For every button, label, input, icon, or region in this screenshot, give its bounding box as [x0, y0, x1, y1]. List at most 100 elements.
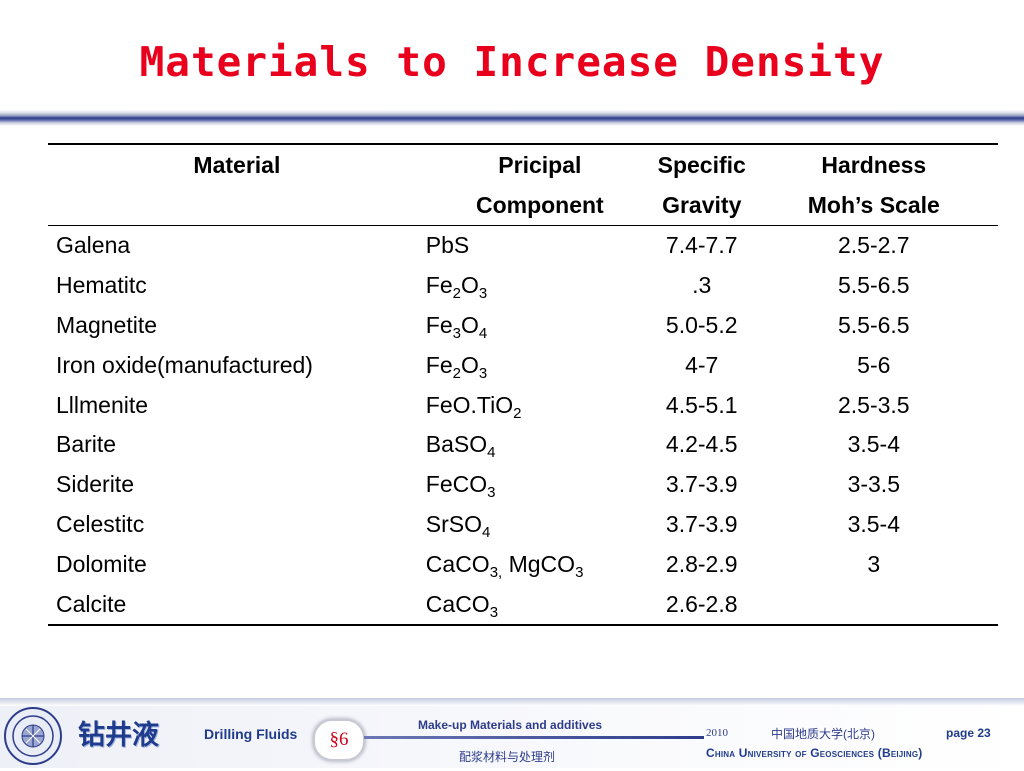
formula-part: BaSO	[425, 431, 488, 458]
cell-material: Galena	[56, 232, 131, 259]
cell-hardness: 3.5-4	[847, 431, 900, 458]
formula-subscript: 3	[575, 563, 584, 581]
header-component: Pricipal Component	[475, 152, 604, 218]
cell-specific-gravity: 2.6-2.8	[665, 590, 738, 617]
cell-component: PbS	[426, 226, 654, 266]
formula-part: CaCO	[425, 590, 490, 617]
formula-part: PbS	[425, 232, 470, 259]
cell-material: Barite	[56, 431, 117, 458]
cell-hardness: 3.5-4	[847, 510, 900, 537]
cell-hardness: 2.5-3.5	[837, 391, 910, 418]
cell-material: Calcite	[56, 590, 127, 617]
formula-part: Fe	[425, 311, 453, 338]
formula-subscript: 2	[452, 285, 461, 303]
page-number: page 23	[946, 726, 991, 740]
cell-specific-gravity: .3	[692, 272, 712, 299]
formula-part: Fe	[425, 351, 453, 378]
formula-subscript: 4	[482, 523, 491, 541]
table-row: Celestitc SrSO4 3.7-3.9 3.5-4	[48, 505, 998, 545]
formula-subscript: 3	[478, 364, 488, 382]
cell-component: SrSO4	[426, 505, 654, 545]
cell-material: Iron oxide(manufactured)	[56, 351, 313, 378]
title-divider	[0, 110, 1024, 126]
table-row: Barite BaSO4 4.2-4.5 3.5-4	[48, 425, 998, 465]
formula-subscript: 2	[513, 404, 522, 422]
table-row: Dolomite CaCO3, MgCO3 2.8-2.9 3	[48, 544, 998, 584]
cell-specific-gravity: 4.5-5.1	[665, 391, 738, 418]
cell-material: Hematitc	[56, 272, 147, 299]
density-materials-table: Material Pricipal Component Specific Gra…	[48, 143, 998, 626]
table-row: Calcite CaCO3 2.6-2.8	[48, 584, 998, 625]
formula-part: O	[460, 351, 479, 378]
formula-part: MgCO	[502, 550, 576, 577]
university-chinese-name: 中国地质大学(北京)	[771, 727, 875, 741]
footer-divider	[0, 698, 1024, 706]
table-body: Galena PbS 7.4-7.7 2.5-2.7 Hematitc Fe2O3.3 5.…	[48, 226, 998, 625]
cell-material: Dolomite	[56, 550, 147, 577]
formula-part: O	[460, 311, 479, 338]
formula-subscript: 3	[489, 603, 499, 621]
formula-subscript: 4	[487, 444, 496, 462]
cell-material: Celestitc	[56, 510, 145, 537]
formula-part: O	[460, 272, 479, 299]
cell-component: Fe2O3	[426, 345, 654, 385]
page-title: Materials to Increase Density	[139, 38, 885, 86]
cell-component: FeO.TiO2	[426, 385, 654, 425]
cell-hardness: 3	[867, 550, 881, 577]
cell-specific-gravity: 3.7-3.9	[665, 510, 738, 537]
university-english-name: China University of Geosciences (Beijing…	[706, 746, 923, 760]
brand-english-title: Drilling Fluids	[204, 726, 298, 742]
table-row: Magnetite Fe3O4 5.0-5.2 5.5-6.5	[48, 306, 998, 346]
cell-hardness: 5-6	[857, 351, 891, 378]
cell-hardness: 2.5-2.7	[837, 232, 910, 259]
cell-component: FeCO3	[426, 465, 654, 505]
topic-chinese: 配浆材料与处理剂	[459, 750, 556, 764]
table-header-row: Material Pricipal Component Specific Gra…	[48, 144, 998, 226]
formula-part: SrSO	[425, 510, 483, 537]
topic-english: Make-up Materials and additives	[418, 718, 603, 732]
formula-subscript: 3	[452, 324, 461, 342]
university-emblem-icon	[2, 706, 64, 766]
formula-subscript: 2	[452, 364, 461, 382]
header-material: Material	[193, 152, 281, 178]
footer-year: 2010	[706, 727, 728, 739]
table-row: Iron oxide(manufactured) Fe2O3 4-7 5-6	[48, 345, 998, 385]
formula-part: FeCO	[425, 471, 488, 498]
formula-part: CaCO	[425, 550, 490, 577]
formula-subscript: 3	[478, 285, 488, 303]
cell-hardness: 3-3.5	[847, 471, 900, 498]
section-line	[364, 736, 704, 739]
formula-part: Fe	[425, 272, 453, 299]
table-row: Lllmenite FeO.TiO2 4.5-5.1 2.5-3.5	[48, 385, 998, 425]
cell-component: Fe2O3	[426, 266, 654, 306]
cell-specific-gravity: 2.8-2.9	[665, 550, 738, 577]
cell-material: Lllmenite	[56, 391, 149, 418]
brand-chinese-title: 钻井液	[78, 720, 159, 751]
header-specific-gravity: Specific Gravity	[657, 152, 746, 218]
formula-subscript: 3	[487, 484, 496, 502]
cell-component: CaCO3	[426, 584, 654, 625]
cell-hardness	[750, 584, 998, 625]
cell-specific-gravity: 7.4-7.7	[665, 232, 738, 259]
cell-material: Magnetite	[56, 311, 158, 338]
cell-hardness: 5.5-6.5	[837, 272, 910, 299]
formula-part: FeO.TiO	[425, 391, 514, 418]
cell-hardness: 5.5-6.5	[837, 311, 910, 338]
table-row: Siderite FeCO3 3.7-3.9 3-3.5	[48, 465, 998, 505]
cell-component: Fe3O4	[426, 306, 654, 346]
cell-specific-gravity: 5.0-5.2	[665, 311, 738, 338]
header-hardness: Hardness Moh’s Scale	[807, 152, 940, 218]
materials-table: Material Pricipal Component Specific Gra…	[48, 143, 998, 626]
cell-component: BaSO4	[426, 425, 654, 465]
cell-material: Siderite	[56, 471, 134, 498]
formula-subscript: 3,	[489, 563, 503, 581]
footer-bar	[0, 698, 1024, 768]
cell-specific-gravity: 4-7	[685, 351, 719, 378]
table-row: Galena PbS 7.4-7.7 2.5-2.7	[48, 226, 998, 266]
formula-subscript: 4	[478, 324, 488, 342]
cell-component: CaCO3, MgCO3	[426, 544, 654, 584]
section-badge: §6	[313, 719, 365, 761]
cell-specific-gravity: 4.2-4.5	[665, 431, 738, 458]
cell-specific-gravity: 3.7-3.9	[665, 471, 738, 498]
table-row: Hematitc Fe2O3 .3 5.5-6.5	[48, 266, 998, 306]
